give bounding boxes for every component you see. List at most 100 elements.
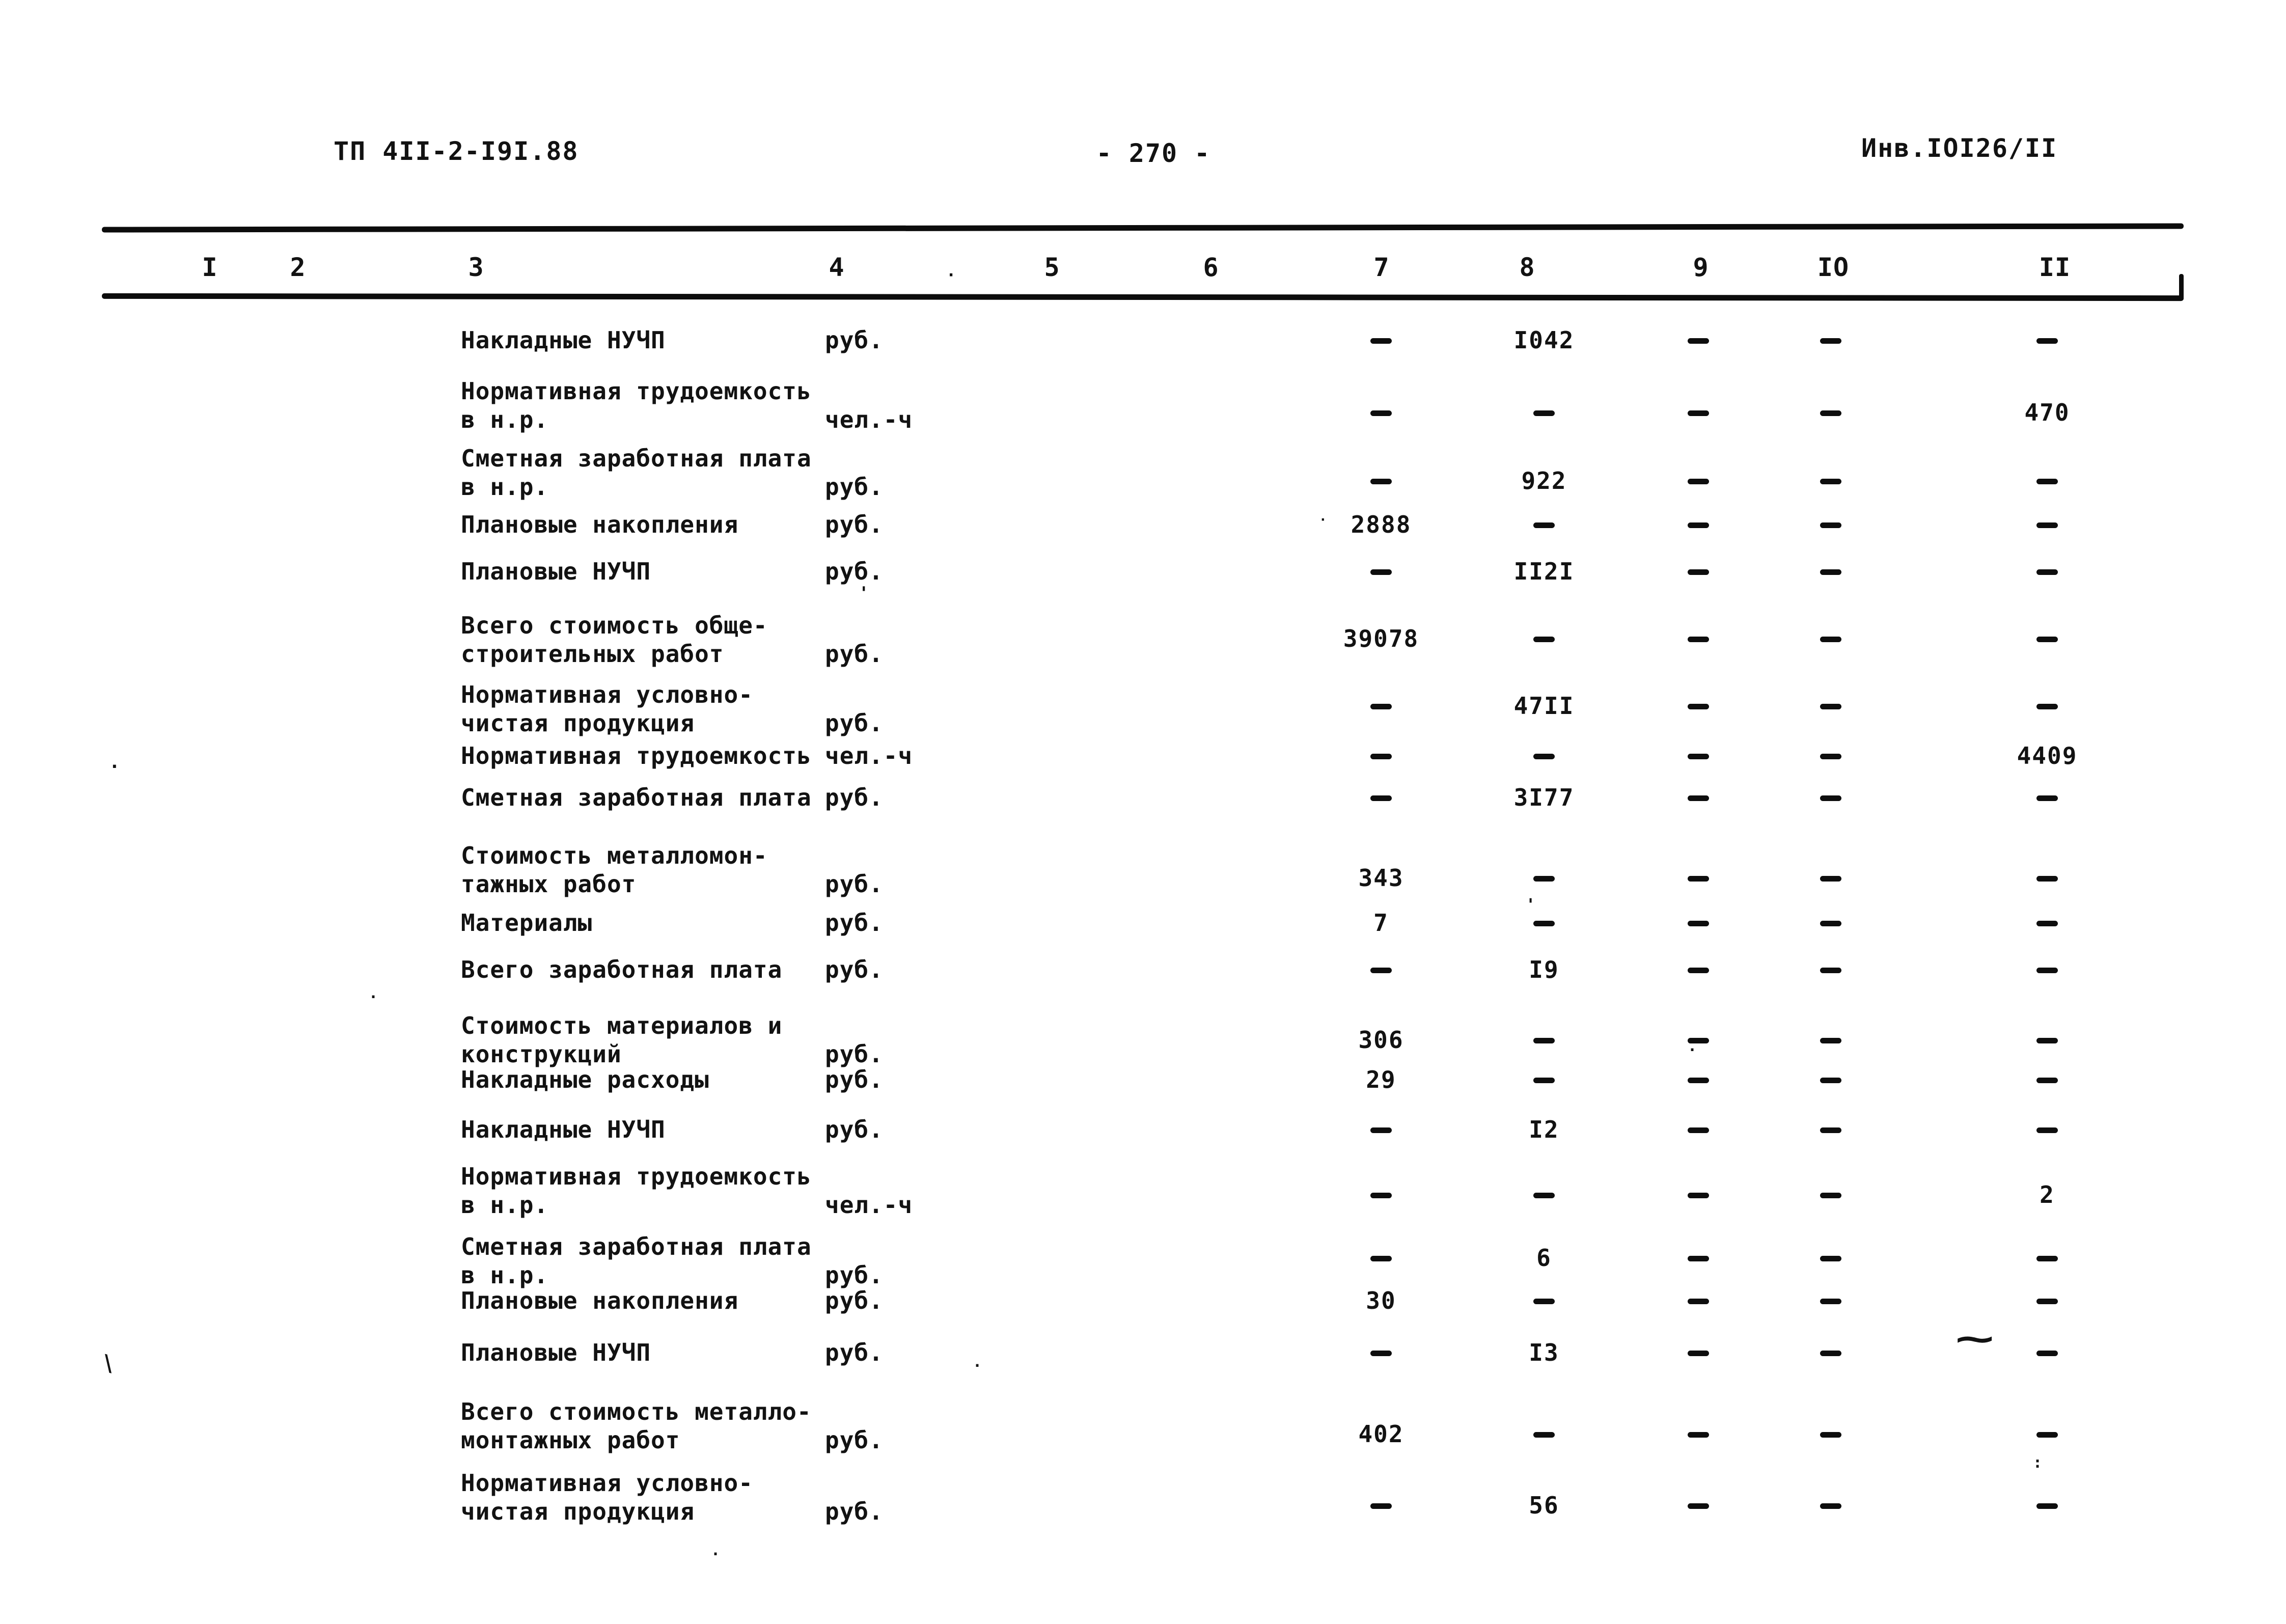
cell-dash-col11 bbox=[2036, 637, 2058, 642]
row-label-line: Стоимость металломон- bbox=[461, 842, 768, 869]
cell-dash-col11 bbox=[2036, 968, 2058, 973]
row-label-line: Стоимость материалов и bbox=[461, 1012, 783, 1039]
column-header-7: 7 bbox=[1373, 253, 1390, 282]
row-label-line: в н.р. bbox=[461, 1261, 549, 1289]
cell-dash-col9 bbox=[1688, 338, 1709, 344]
cell-dash-col8 bbox=[1533, 522, 1555, 528]
row-label-line: строительных работ bbox=[461, 640, 724, 668]
cell-dash-col11 bbox=[2036, 479, 2058, 484]
row-unit: руб. bbox=[825, 870, 884, 898]
row-unit: руб. bbox=[825, 1116, 884, 1143]
cell-dash-col10 bbox=[1820, 921, 1841, 926]
row-label-line: Плановые НУЧП bbox=[461, 558, 651, 585]
cell-dash-col9 bbox=[1688, 704, 1709, 709]
cell-dash-col9 bbox=[1688, 1256, 1709, 1261]
row-unit: руб. bbox=[825, 640, 884, 668]
cell-value-col8: I9 bbox=[1529, 956, 1559, 983]
cell-dash-col8 bbox=[1533, 921, 1555, 926]
cell-value-col8: I2 bbox=[1529, 1116, 1559, 1143]
scan-artifact: ~ bbox=[1954, 1317, 1995, 1360]
column-header-5: 5 bbox=[1044, 253, 1060, 282]
cell-dash-col8 bbox=[1533, 1432, 1555, 1438]
cell-value-col11: 2 bbox=[2040, 1181, 2055, 1208]
cell-dash-col10 bbox=[1820, 479, 1841, 484]
scan-artifact: ' bbox=[1526, 895, 1536, 914]
cell-dash-col9 bbox=[1688, 410, 1709, 416]
cell-dash-col8 bbox=[1533, 1299, 1555, 1304]
table-header-rule bbox=[101, 293, 2184, 301]
row-label-line: Всего стоимость металло- bbox=[461, 1398, 812, 1425]
cell-value-col7: 2888 bbox=[1351, 511, 1412, 538]
cell-dash-col7 bbox=[1370, 968, 1392, 973]
cell-dash-col10 bbox=[1820, 1078, 1841, 1083]
scan-artifact: · bbox=[946, 265, 956, 285]
cell-dash-col11 bbox=[2036, 1256, 2058, 1261]
cell-dash-col9 bbox=[1688, 1351, 1709, 1356]
cell-dash-col7 bbox=[1370, 1351, 1392, 1356]
row-unit: руб. bbox=[825, 1498, 884, 1525]
cell-dash-col8 bbox=[1533, 1078, 1555, 1083]
cell-value-col8: II2I bbox=[1513, 558, 1575, 585]
cell-dash-col10 bbox=[1820, 637, 1841, 642]
rule-end-tick bbox=[2179, 274, 2184, 300]
row-label-line: Нормативная условно- bbox=[461, 681, 753, 708]
row-label-line: Нормативная трудоемкость bbox=[461, 1163, 812, 1190]
row-label-line: Накладные НУЧП bbox=[461, 1116, 666, 1143]
cell-dash-col11 bbox=[2036, 1299, 2058, 1304]
cell-dash-col11 bbox=[2036, 1432, 2058, 1438]
row-label-line: конструкций bbox=[461, 1040, 622, 1068]
cell-dash-col10 bbox=[1820, 522, 1841, 528]
row-label-line: Всего заработная плата bbox=[461, 956, 783, 983]
cell-dash-col11 bbox=[2036, 1127, 2058, 1133]
row-label-line: Плановые накопления bbox=[461, 511, 739, 538]
cell-dash-col9 bbox=[1688, 1432, 1709, 1438]
row-label-line: монтажных работ bbox=[461, 1426, 680, 1454]
cell-value-col7: 7 bbox=[1373, 909, 1389, 937]
cell-dash-col10 bbox=[1820, 569, 1841, 575]
row-label-line: Плановые НУЧП bbox=[461, 1339, 651, 1366]
cell-dash-col7 bbox=[1370, 1127, 1392, 1133]
row-unit: чел.-ч bbox=[825, 1191, 913, 1219]
cell-dash-col11 bbox=[2036, 876, 2058, 882]
cell-dash-col10 bbox=[1820, 1432, 1841, 1438]
cell-value-col7: 30 bbox=[1366, 1287, 1396, 1314]
cell-dash-col11 bbox=[2036, 522, 2058, 528]
cell-dash-col7 bbox=[1370, 1503, 1392, 1509]
scan-artifact: · bbox=[109, 756, 120, 777]
column-header-1: I bbox=[202, 253, 218, 282]
cell-dash-col9 bbox=[1688, 479, 1709, 484]
column-header-9: 9 bbox=[1693, 253, 1709, 282]
row-label-line: Накладные НУЧП bbox=[461, 326, 666, 354]
inventory-number: Инв.IOI26/II bbox=[1861, 133, 2058, 163]
cell-dash-col9 bbox=[1688, 795, 1709, 801]
column-header-10: IO bbox=[1817, 253, 1850, 282]
row-unit: руб. bbox=[825, 1426, 884, 1454]
cell-dash-col7 bbox=[1370, 569, 1392, 575]
cell-dash-col10 bbox=[1820, 1038, 1841, 1043]
row-unit: руб. bbox=[825, 784, 884, 811]
cell-dash-col7 bbox=[1370, 479, 1392, 484]
cell-dash-col8 bbox=[1533, 637, 1555, 642]
cell-value-col8: 56 bbox=[1529, 1492, 1559, 1519]
row-unit: чел.-ч bbox=[825, 742, 913, 769]
cell-dash-col9 bbox=[1688, 1193, 1709, 1198]
cell-dash-col9 bbox=[1688, 637, 1709, 642]
row-label-line: тажных работ bbox=[461, 870, 637, 898]
row-label-line: Нормативная условно- bbox=[461, 1469, 753, 1497]
cell-value-col7: 306 bbox=[1358, 1026, 1404, 1054]
cell-value-col7: 29 bbox=[1366, 1066, 1396, 1093]
cell-dash-col10 bbox=[1820, 1351, 1841, 1356]
cell-value-col8: 6 bbox=[1536, 1244, 1552, 1272]
row-unit: руб. bbox=[825, 473, 884, 501]
cell-value-col8: 922 bbox=[1521, 467, 1567, 494]
cell-dash-col11 bbox=[2036, 1351, 2058, 1356]
cell-dash-col8 bbox=[1533, 1193, 1555, 1198]
row-label-line: Плановые накопления bbox=[461, 1287, 739, 1314]
cell-value-col8: I042 bbox=[1513, 326, 1575, 354]
cell-dash-col10 bbox=[1820, 968, 1841, 973]
cell-dash-col9 bbox=[1688, 569, 1709, 575]
cell-dash-col7 bbox=[1370, 410, 1392, 416]
row-unit: чел.-ч bbox=[825, 406, 913, 433]
row-unit: руб. bbox=[825, 956, 884, 983]
